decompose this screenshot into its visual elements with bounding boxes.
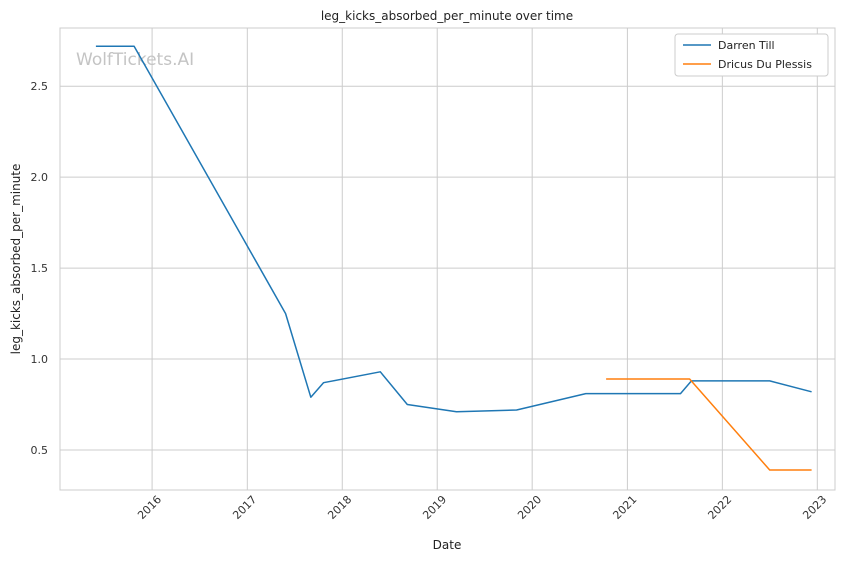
y-tick-label: 1.0 xyxy=(31,353,49,366)
y-tick-label: 0.5 xyxy=(31,444,49,457)
y-tick-labels: 0.5 1.0 1.5 2.0 2.5 xyxy=(31,80,49,457)
legend: Darren Till Dricus Du Plessis xyxy=(674,33,829,77)
x-axis-label: Date xyxy=(433,538,462,552)
y-tick-label: 2.5 xyxy=(31,80,49,93)
legend-label-darren-till: Darren Till xyxy=(718,39,775,52)
series-line-darren-till xyxy=(95,45,812,413)
chart-title: leg_kicks_absorbed_per_minute over time xyxy=(321,9,573,23)
y-tick-label: 1.5 xyxy=(31,262,49,275)
series-line-dricus-du-plessis xyxy=(606,378,812,471)
grid-layer xyxy=(60,28,835,490)
y-axis-label: leg_kicks_absorbed_per_minute xyxy=(9,164,23,355)
legend-box xyxy=(674,33,829,77)
series-layer xyxy=(95,45,812,471)
legend-label-dricus-du-plessis: Dricus Du Plessis xyxy=(718,58,812,71)
y-tick-label: 2.0 xyxy=(31,171,49,184)
plot-area-frame xyxy=(59,27,836,491)
watermark: WolfTickets.AI xyxy=(76,50,194,70)
